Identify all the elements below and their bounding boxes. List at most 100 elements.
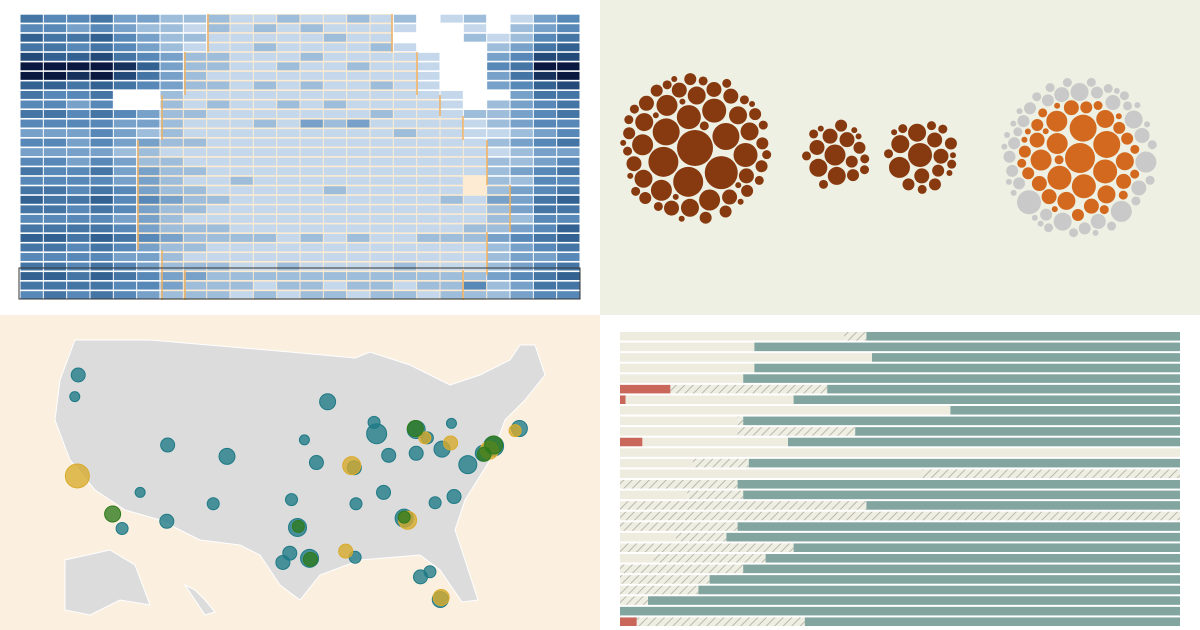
heat-cell bbox=[510, 62, 533, 71]
heat-cell bbox=[277, 33, 300, 42]
heat-cell bbox=[253, 110, 277, 118]
bubble bbox=[1013, 127, 1023, 137]
heat-cell bbox=[113, 138, 137, 147]
heat-cell bbox=[347, 214, 370, 223]
heat-cell bbox=[370, 14, 393, 23]
heat-cell bbox=[137, 129, 160, 138]
heat-cell bbox=[533, 24, 557, 33]
heat-cell bbox=[370, 81, 393, 90]
heat-cell bbox=[417, 262, 440, 271]
heat-cell bbox=[183, 138, 207, 147]
heat-cell bbox=[557, 167, 580, 176]
heat-cell bbox=[557, 281, 580, 290]
heat-cell bbox=[43, 129, 67, 138]
bubble bbox=[1124, 110, 1143, 129]
heat-cell bbox=[20, 262, 43, 271]
heat-cell bbox=[253, 272, 277, 281]
heat-cell bbox=[183, 52, 207, 61]
bar-segment bbox=[620, 606, 1180, 616]
heat-cell bbox=[20, 243, 43, 252]
heat-cell bbox=[160, 262, 183, 271]
heat-cell bbox=[160, 176, 183, 185]
heat-cell bbox=[90, 148, 113, 157]
heat-cell bbox=[417, 281, 440, 290]
heat-cell bbox=[67, 129, 90, 138]
bubble bbox=[1031, 214, 1038, 221]
heat-cell bbox=[393, 176, 417, 185]
heat-cell bbox=[207, 33, 230, 42]
bubble bbox=[749, 108, 762, 121]
bubble bbox=[1042, 128, 1049, 135]
heat-cell bbox=[160, 205, 183, 214]
heat-cell bbox=[510, 157, 533, 166]
row-highlight bbox=[18, 267, 581, 300]
map-bubble bbox=[476, 446, 492, 462]
heat-cell bbox=[207, 81, 230, 90]
map-bubble bbox=[418, 431, 432, 445]
bubble bbox=[626, 156, 642, 172]
heat-cell bbox=[533, 205, 557, 214]
heat-cell bbox=[487, 33, 510, 42]
bubble bbox=[652, 118, 680, 146]
heat-cell bbox=[300, 148, 323, 157]
heat-cell bbox=[207, 129, 230, 138]
heat-cell bbox=[417, 243, 440, 252]
heat-cell bbox=[113, 214, 137, 223]
heat-cell bbox=[323, 243, 347, 252]
heat-cell bbox=[43, 291, 67, 300]
heat-cell bbox=[20, 43, 43, 52]
bubble bbox=[740, 122, 759, 141]
heat-cell bbox=[440, 281, 463, 290]
heat-cell bbox=[440, 167, 463, 176]
heat-cell bbox=[253, 100, 277, 109]
heat-cell bbox=[43, 262, 67, 271]
bubble bbox=[932, 164, 945, 177]
heat-cell bbox=[323, 253, 347, 261]
bubble bbox=[735, 182, 742, 189]
bubble bbox=[818, 179, 828, 189]
heat-cell bbox=[183, 100, 207, 109]
heat-cell bbox=[393, 71, 417, 80]
heat-cell bbox=[323, 233, 347, 242]
bubble bbox=[1006, 164, 1019, 177]
heat-cell bbox=[67, 33, 90, 42]
heat-cell bbox=[183, 167, 207, 176]
map-bubble bbox=[302, 551, 318, 567]
heat-cell bbox=[533, 129, 557, 138]
heat-cell bbox=[393, 110, 417, 118]
bubble bbox=[672, 193, 679, 200]
heat-cell bbox=[160, 14, 183, 23]
bar-segment bbox=[636, 617, 805, 626]
bubble bbox=[928, 178, 941, 191]
heat-cell bbox=[253, 253, 277, 261]
heat-cell bbox=[417, 81, 440, 90]
heat-cell bbox=[137, 24, 160, 33]
bubble bbox=[1016, 108, 1023, 115]
heat-cell bbox=[113, 14, 137, 23]
heat-cell bbox=[230, 291, 253, 300]
heat-cell bbox=[557, 157, 580, 166]
heat-cell bbox=[160, 224, 183, 233]
bar-segment bbox=[737, 416, 744, 426]
bubble bbox=[754, 175, 764, 185]
bar-segment bbox=[709, 575, 1180, 584]
heat-cell bbox=[323, 71, 347, 80]
heat-cell bbox=[113, 243, 137, 252]
heat-cell bbox=[90, 291, 113, 300]
heat-cell bbox=[20, 129, 43, 138]
heat-cell bbox=[370, 24, 393, 33]
heat-cell bbox=[183, 157, 207, 166]
bubble bbox=[733, 143, 758, 168]
heat-cell bbox=[370, 157, 393, 166]
heat-cell bbox=[230, 129, 253, 138]
heat-cell bbox=[43, 119, 67, 128]
heat-cell bbox=[533, 43, 557, 52]
heat-cell bbox=[160, 272, 183, 281]
bubble bbox=[1054, 102, 1061, 109]
heat-cell bbox=[160, 157, 183, 166]
heat-cell bbox=[557, 110, 580, 118]
heat-cell bbox=[557, 262, 580, 271]
heat-cell bbox=[533, 214, 557, 223]
bubble bbox=[680, 198, 699, 217]
bubble bbox=[624, 115, 634, 125]
